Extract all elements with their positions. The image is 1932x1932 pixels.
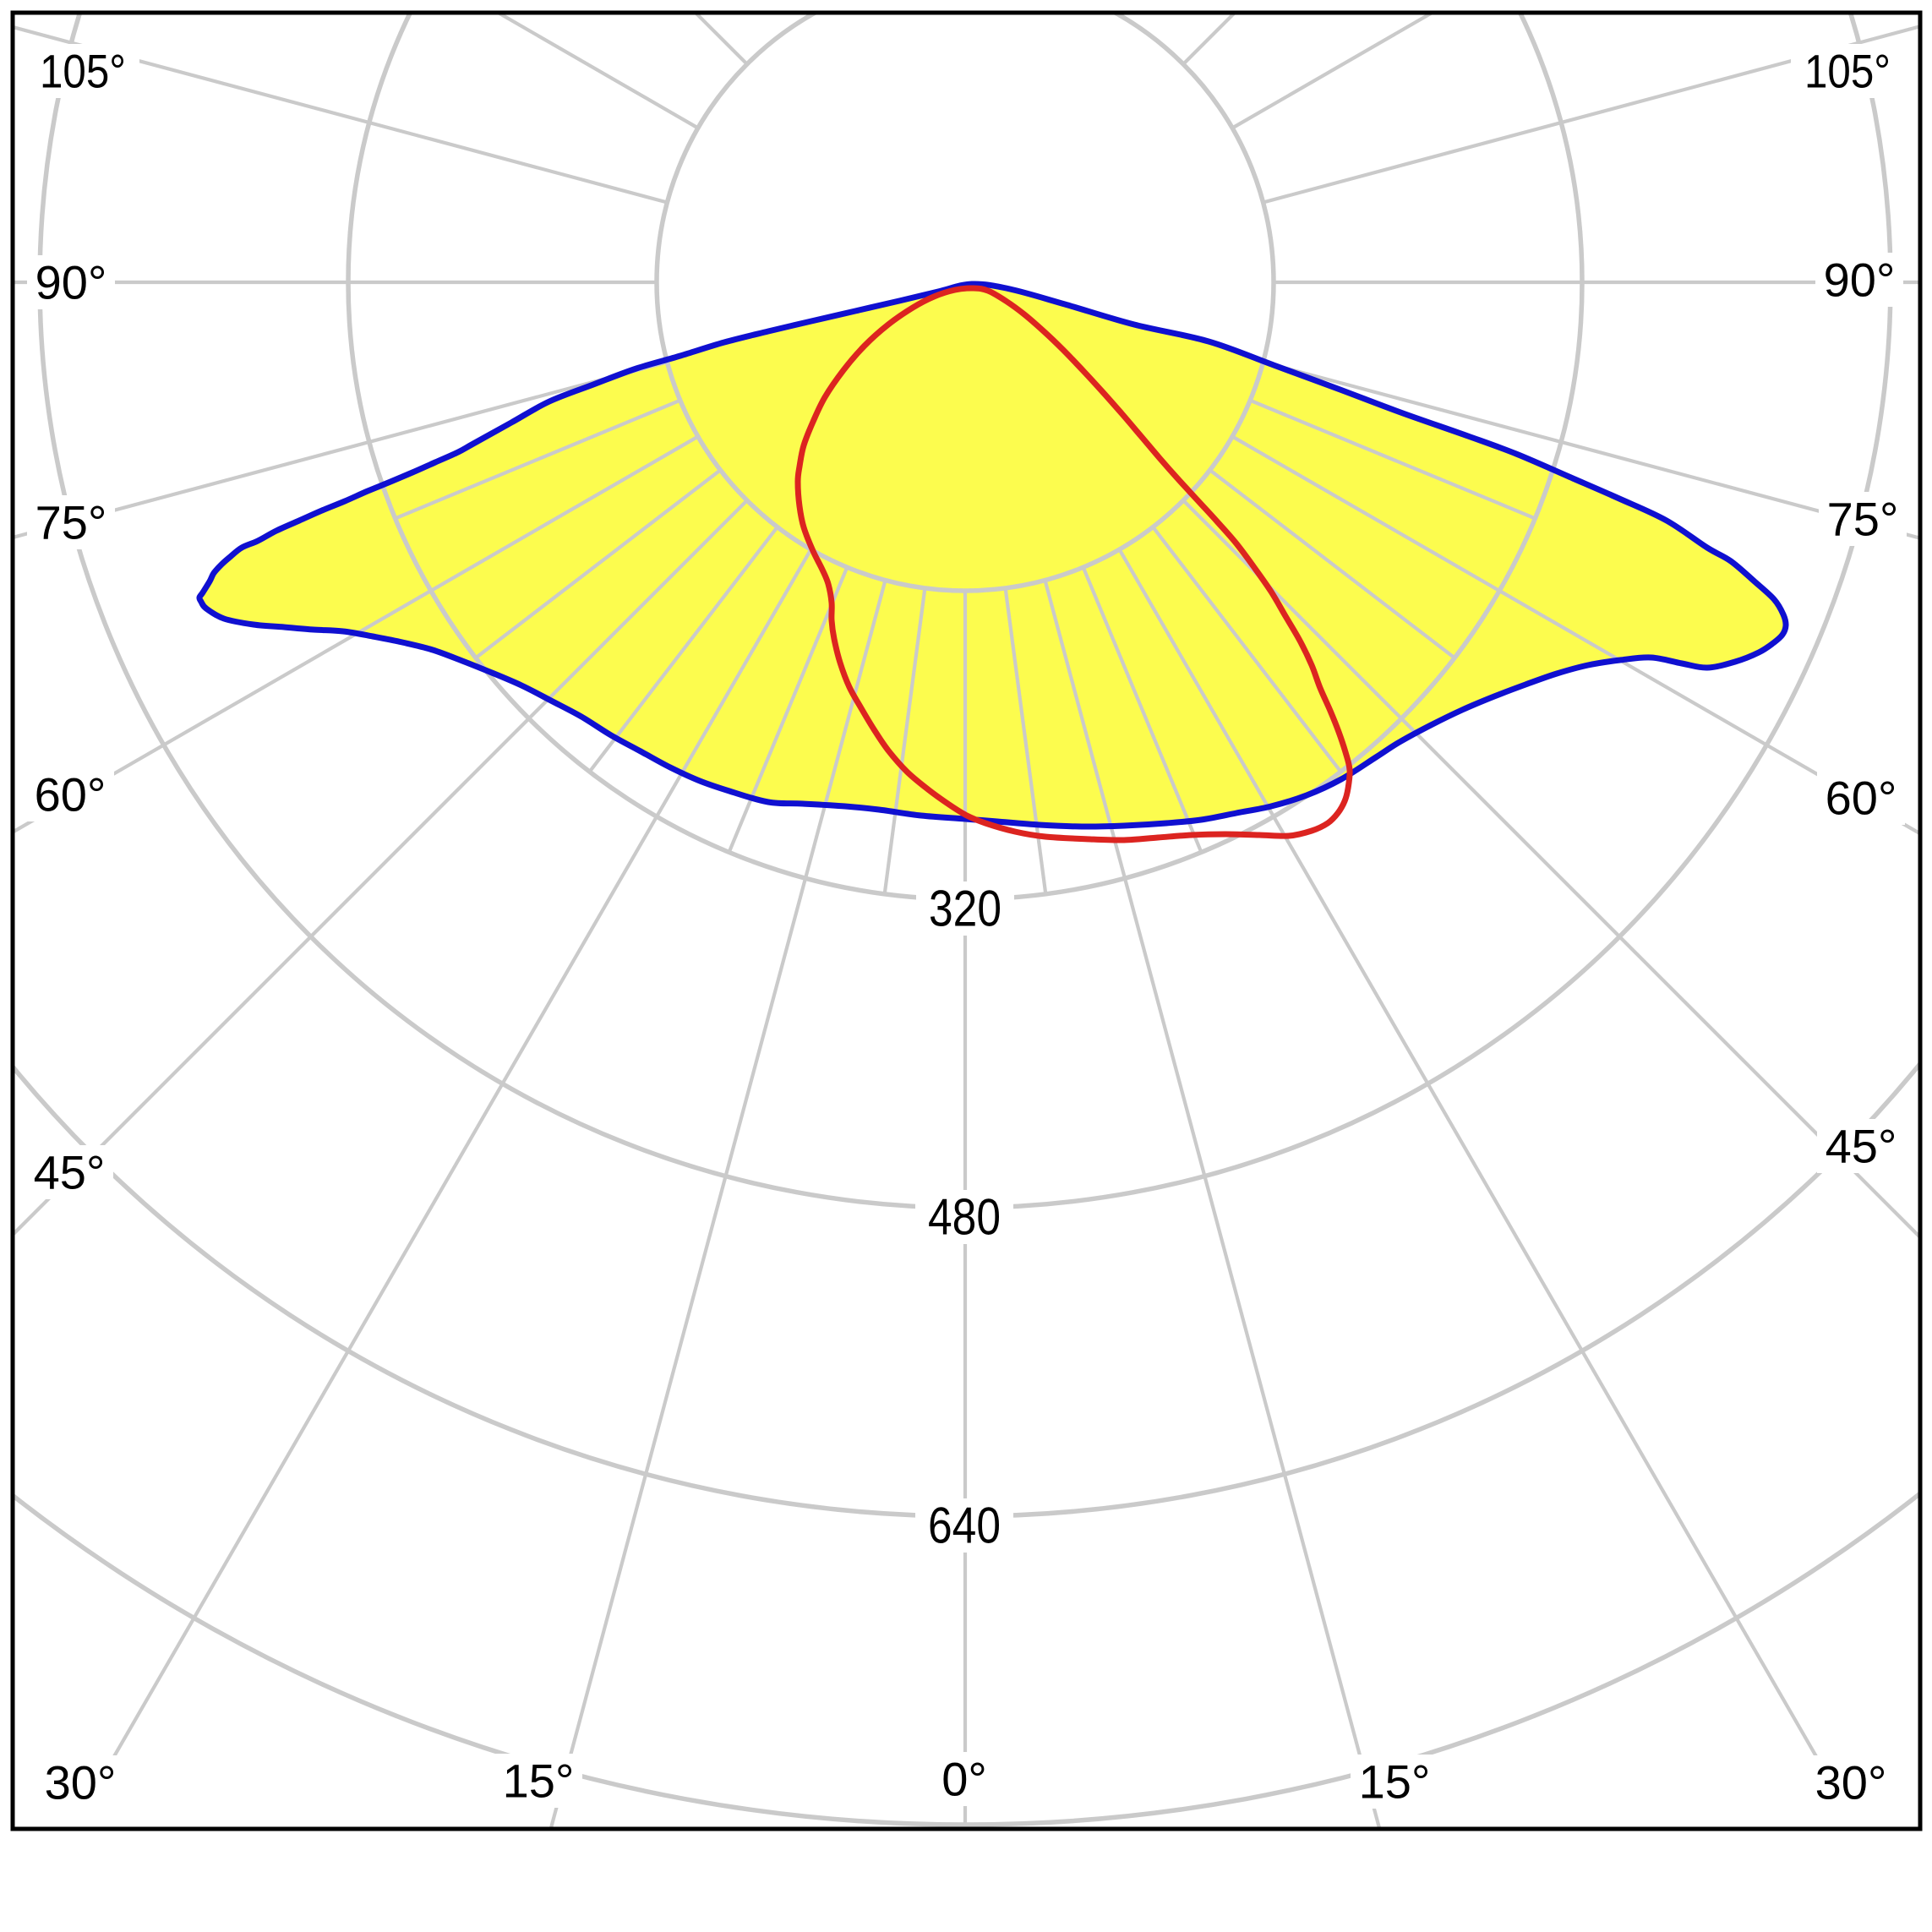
svg-text:90°: 90° [35, 256, 107, 309]
svg-text:45°: 45° [34, 1146, 106, 1199]
svg-text:30°: 30° [45, 1756, 117, 1809]
svg-text:15°: 15° [503, 1755, 575, 1808]
svg-text:60°: 60° [35, 768, 106, 821]
svg-text:0°: 0° [941, 1753, 987, 1806]
svg-text:45°: 45° [1826, 1120, 1897, 1173]
svg-text:30°: 30° [1815, 1756, 1887, 1809]
svg-text:15°: 15° [1359, 1755, 1431, 1809]
svg-text:640: 640 [928, 1498, 1001, 1554]
svg-text:480: 480 [928, 1189, 1001, 1246]
svg-text:105°: 105° [1804, 45, 1891, 98]
svg-text:75°: 75° [35, 496, 107, 549]
svg-text:105°: 105° [40, 45, 126, 98]
svg-text:90°: 90° [1824, 254, 1896, 307]
svg-text:75°: 75° [1827, 493, 1899, 546]
svg-text:60°: 60° [1826, 772, 1897, 825]
svg-text:320: 320 [929, 881, 1001, 937]
